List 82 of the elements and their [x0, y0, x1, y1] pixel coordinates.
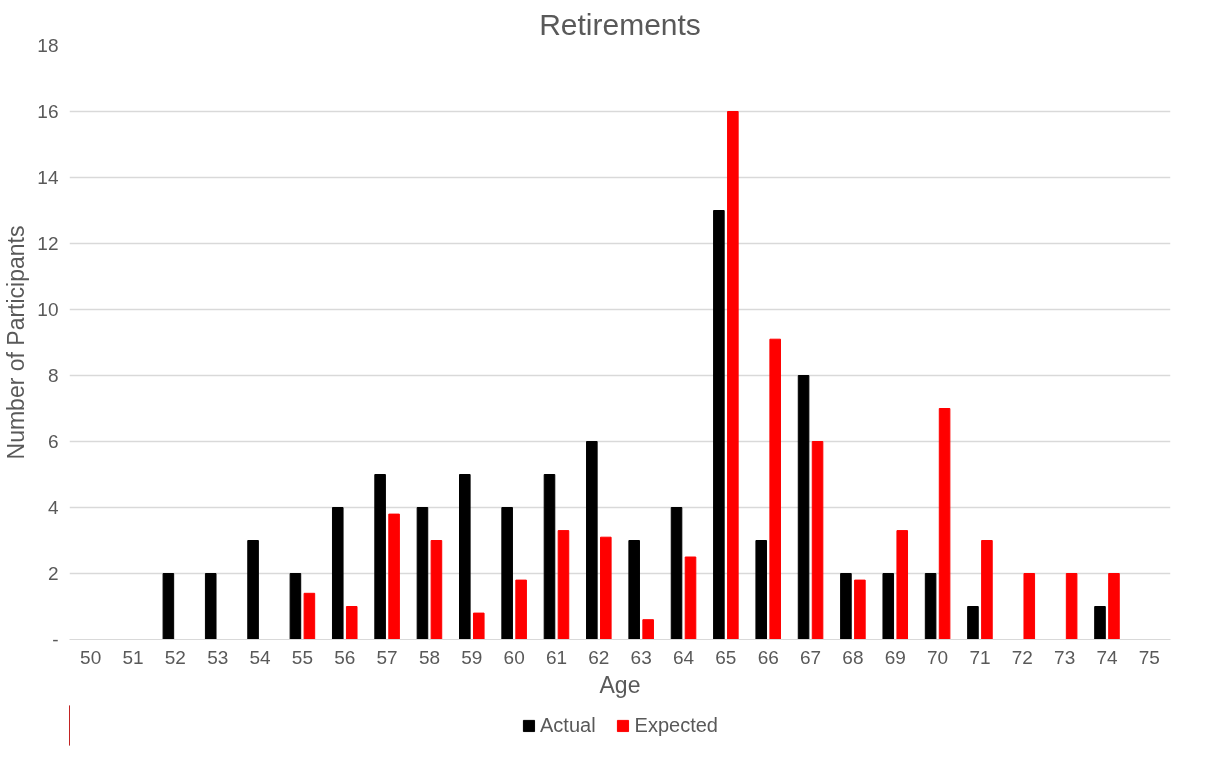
x-tick-label: 51	[122, 646, 144, 668]
x-tick-label: 71	[969, 646, 991, 668]
x-tick-label: 52	[164, 646, 186, 668]
bar	[459, 474, 471, 640]
bar	[501, 507, 513, 640]
bar	[204, 573, 217, 640]
x-tick-label: 57	[376, 646, 398, 668]
bar	[1094, 606, 1106, 640]
legend-label: Expected	[634, 713, 718, 737]
x-tick-label: 53	[207, 646, 229, 668]
bar	[684, 556, 697, 640]
bar	[416, 507, 429, 640]
y-tick-label: 2	[47, 563, 59, 584]
y-tick-label: 16	[37, 101, 59, 122]
x-tick-label: 60	[503, 646, 525, 668]
bar	[557, 530, 570, 640]
bar	[303, 592, 316, 640]
bar	[642, 619, 654, 640]
bar	[162, 573, 175, 640]
bar	[755, 540, 768, 640]
bar	[896, 530, 909, 640]
bar	[1108, 573, 1120, 640]
x-tick-label: 64	[672, 646, 695, 668]
y-tick-label: 14	[37, 167, 59, 188]
x-tick-label: 58	[418, 646, 441, 668]
x-tick-label: 74	[1096, 646, 1118, 668]
bar	[769, 338, 781, 640]
bar	[797, 375, 810, 640]
y-tick-label: 18	[37, 35, 59, 56]
x-tick-label: 50	[80, 646, 102, 668]
x-tick-label: 68	[842, 646, 864, 668]
x-tick-label: 67	[799, 646, 822, 668]
y-tick-label: 10	[37, 299, 59, 320]
y-tick-label: 6	[47, 431, 59, 452]
bar	[430, 540, 443, 640]
chart-title: Retirements	[539, 7, 701, 41]
bar	[938, 408, 951, 640]
bar	[670, 507, 683, 640]
y-tick-label: 4	[47, 497, 59, 518]
x-tick-label: 54	[249, 646, 272, 668]
x-tick-label: 61	[545, 646, 568, 668]
bar	[515, 579, 527, 640]
bar	[586, 441, 598, 640]
legend-label: Actual	[540, 713, 596, 737]
x-tick-label: 62	[588, 646, 610, 668]
x-tick-label: 69	[884, 646, 906, 668]
x-tick-label: 65	[715, 646, 737, 668]
bar	[882, 573, 895, 640]
bar	[628, 540, 640, 640]
x-tick-label: 59	[461, 646, 483, 668]
bar	[924, 573, 937, 640]
bar	[247, 540, 259, 640]
bar	[331, 507, 344, 640]
y-tick-label: 12	[37, 233, 59, 254]
x-tick-label: 73	[1054, 646, 1076, 668]
bar	[289, 573, 302, 640]
bar	[388, 513, 400, 640]
bar	[374, 474, 386, 640]
bar	[854, 579, 866, 640]
bar	[1023, 573, 1036, 640]
bar	[713, 210, 725, 640]
x-tick-label: 75	[1138, 646, 1160, 668]
bar	[840, 573, 852, 640]
bar	[727, 111, 739, 640]
y-axis-title: Number of Participants	[3, 225, 30, 460]
bar	[600, 536, 612, 640]
bar	[1065, 573, 1078, 640]
x-axis-title: Age	[599, 671, 641, 698]
x-tick-label: 72	[1011, 646, 1033, 668]
x-tick-label: 63	[630, 646, 652, 668]
x-tick-label: 55	[291, 646, 313, 668]
x-tick-label: 70	[927, 646, 949, 668]
x-tick-label: 66	[757, 646, 779, 668]
bar	[967, 606, 979, 640]
bar	[543, 474, 556, 640]
bar	[472, 612, 485, 640]
bar	[981, 540, 993, 640]
bar	[345, 606, 358, 640]
y-tick-label: 8	[47, 365, 59, 386]
y-tick-label: -	[52, 629, 59, 650]
bar	[811, 441, 824, 640]
x-tick-label: 56	[334, 646, 356, 668]
